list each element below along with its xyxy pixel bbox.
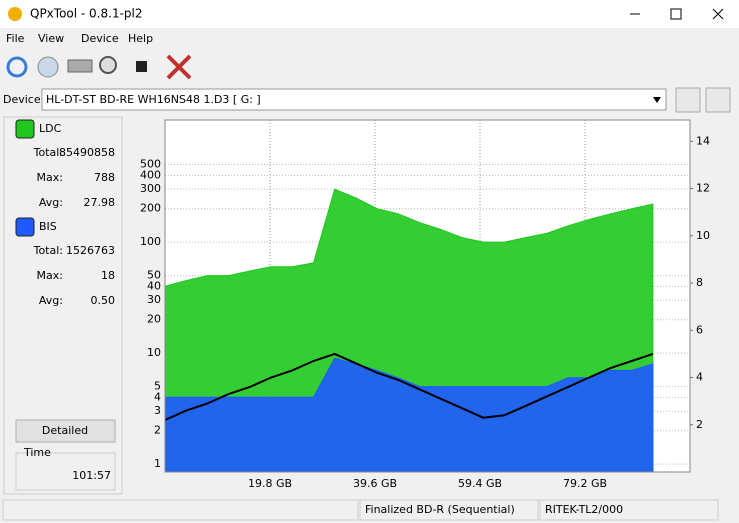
x-tick-label: 59.4 GB <box>458 477 502 490</box>
legend-swatch <box>15 119 35 139</box>
toolbar <box>0 50 739 85</box>
stat-label: Max: <box>37 269 63 282</box>
refresh-button[interactable] <box>6 56 28 78</box>
menu-item[interactable]: View <box>38 32 64 45</box>
menu-item[interactable]: File <box>6 32 25 45</box>
drive-button[interactable] <box>67 59 93 73</box>
y-tick-label: 200 <box>140 202 161 215</box>
settings-button[interactable] <box>166 54 192 80</box>
device-value: HL-DT-ST BD-RE WH16NS48 1.D3 [ G: ] <box>46 93 261 106</box>
x-tick-label: 79.2 GB <box>563 477 607 490</box>
stat-value: 0.50 <box>91 294 116 307</box>
legend-label: BIS <box>39 220 57 233</box>
stat-value: 788 <box>94 171 115 184</box>
y-tick-label: 400 <box>140 168 161 181</box>
y-tick-label: 10 <box>147 346 161 359</box>
y2-tick-label: 6 <box>696 323 703 336</box>
plot-border <box>164 119 691 473</box>
status-cell <box>539 499 719 521</box>
y2-tick-label: 12 <box>696 182 710 195</box>
y-tick-label: 4 <box>154 390 161 403</box>
x-tick-label: 19.8 GB <box>248 477 292 490</box>
stat-label: Total: <box>33 244 63 257</box>
time-value: 101:57 <box>72 469 111 482</box>
status-cell <box>2 499 359 521</box>
time-box <box>15 452 116 491</box>
legend-swatch <box>15 217 35 237</box>
detailed-button-label: Detailed <box>42 424 88 437</box>
menu-bar <box>0 28 739 50</box>
disc-button[interactable] <box>37 56 59 78</box>
y2-tick-label: 14 <box>696 134 710 147</box>
stat-value: 85490858 <box>59 146 115 159</box>
stat-label: Avg: <box>39 196 63 209</box>
stop-button[interactable] <box>136 61 147 72</box>
y-tick-label: 30 <box>147 293 161 306</box>
y-tick-label: 5 <box>154 380 161 393</box>
y2-tick-label: 10 <box>696 229 710 242</box>
status-bar <box>0 498 739 523</box>
stat-label: Total: <box>33 146 63 159</box>
x-tick-label: 39.6 GB <box>353 477 397 490</box>
y-tick-label: 50 <box>147 269 161 282</box>
y2-tick-label: 4 <box>696 371 703 384</box>
app-icon <box>8 7 22 21</box>
time-label: Time <box>23 446 51 459</box>
legend-label: LDC <box>39 122 62 135</box>
y-tick-label: 2 <box>154 424 161 437</box>
series-area <box>164 357 654 473</box>
y2-tick-label: 8 <box>696 276 703 289</box>
menu-item[interactable]: Help <box>128 32 153 45</box>
speed-line <box>164 352 654 421</box>
lock-button[interactable] <box>705 87 731 113</box>
y-tick-label: 1 <box>154 457 161 470</box>
close-button[interactable] <box>712 8 724 20</box>
stat-value: 18 <box>101 269 115 282</box>
stat-value: 27.98 <box>84 196 116 209</box>
y-tick-label: 500 <box>140 158 161 171</box>
dropdown-arrow <box>653 97 661 103</box>
y-tick-label: 40 <box>147 279 161 292</box>
status-text: Finalized BD-R (Sequential) <box>365 503 515 516</box>
y-tick-label: 100 <box>140 235 161 248</box>
stat-label: Avg: <box>39 294 63 307</box>
title-bar <box>0 0 739 28</box>
stat-value: 1526763 <box>66 244 115 257</box>
y-tick-label: 3 <box>154 404 161 417</box>
menu-item[interactable]: Device <box>81 32 119 45</box>
detailed-button[interactable] <box>15 419 116 443</box>
scan-button[interactable] <box>99 56 117 74</box>
maximize-button[interactable] <box>670 8 682 20</box>
window-title: QPxTool - 0.8.1-pl2 <box>30 7 143 21</box>
status-cell <box>359 499 539 521</box>
y-tick-label: 20 <box>147 313 161 326</box>
stat-label: Max: <box>37 171 63 184</box>
eject-button[interactable] <box>675 87 701 113</box>
y-tick-label: 300 <box>140 182 161 195</box>
y2-tick-label: 2 <box>696 418 703 431</box>
device-select[interactable] <box>41 88 667 111</box>
device-label: Device: <box>3 93 44 106</box>
status-text: RITEK-TL2/000 <box>545 503 623 516</box>
